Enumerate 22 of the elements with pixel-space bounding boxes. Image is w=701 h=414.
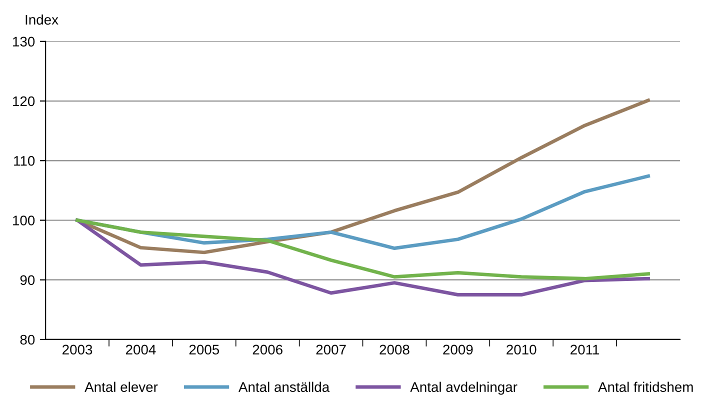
x-tick-label: 2010 — [506, 344, 536, 355]
legend-label: Antal anställda — [238, 382, 330, 392]
x-tick-label: 2007 — [316, 344, 346, 355]
x-tick-label: 2009 — [443, 344, 473, 355]
legend-label: Antal elever — [84, 382, 158, 392]
x-tick-label: 2005 — [189, 344, 220, 355]
x-tick-label: 2003 — [62, 344, 92, 355]
y-tick-label: 110 — [14, 156, 35, 166]
y-tick-label: 120 — [13, 96, 35, 106]
line-series — [76, 218, 650, 280]
legend-label: Antal avdelningar — [410, 382, 518, 395]
x-tick-label: 2004 — [126, 344, 156, 355]
y-tick-label: 100 — [13, 216, 35, 226]
y-axis-title: Index — [26, 14, 58, 25]
y-tick-label: 80 — [20, 334, 35, 345]
line-series — [76, 218, 650, 297]
x-tick-label: 2011 — [570, 344, 600, 355]
y-tick-label: 90 — [20, 275, 35, 286]
y-tick-label: 130 — [13, 36, 35, 47]
x-tick-label: 2008 — [380, 344, 410, 355]
legend-label: Antal fritidshem — [598, 382, 693, 392]
x-tick-label: 2006 — [252, 344, 282, 355]
